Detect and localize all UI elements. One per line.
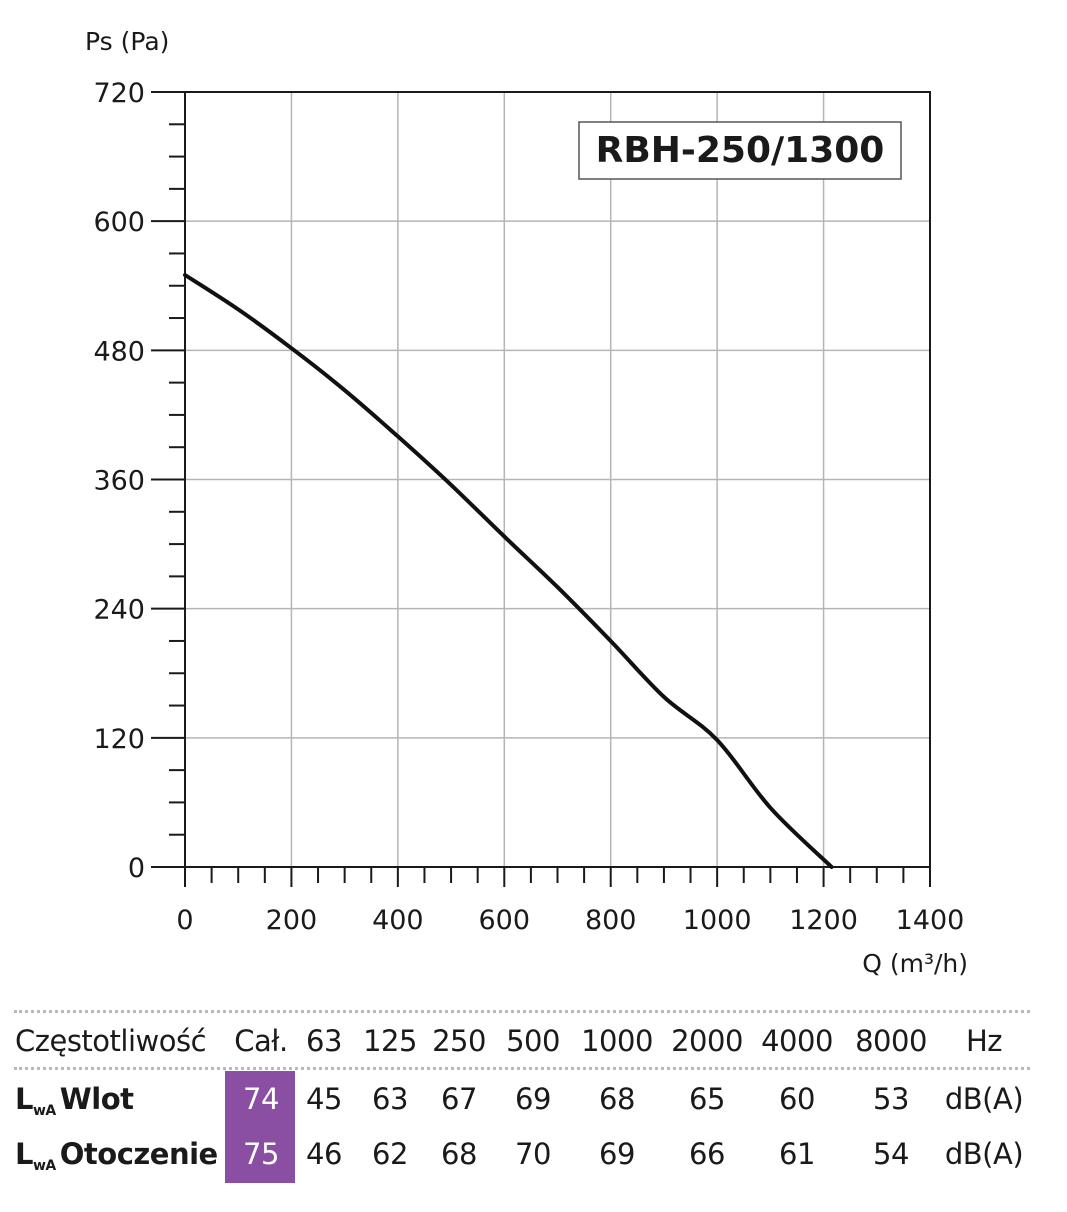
x-tick-label: 1000 — [683, 905, 752, 936]
row-value: 63 — [372, 1082, 408, 1116]
y-tick-label: 480 — [93, 336, 145, 367]
x-tick-label: 1400 — [896, 905, 965, 936]
row-value: 69 — [515, 1082, 551, 1116]
row-unit: dB(A) — [944, 1137, 1024, 1171]
table-row-inlet: LwA Wlot 74 45 63 67 69 68 65 60 53 dB(A) — [0, 1072, 1067, 1126]
y-axis-title: Ps (Pa) — [85, 27, 169, 56]
row-value: 45 — [306, 1082, 342, 1116]
row-value: 60 — [779, 1082, 815, 1116]
row-value: 46 — [306, 1137, 342, 1171]
total-highlight — [225, 1071, 295, 1183]
header-band: 2000 — [671, 1024, 743, 1058]
row-unit: dB(A) — [944, 1082, 1024, 1116]
header-band: 125 — [363, 1024, 417, 1058]
y-tick-label: 240 — [93, 595, 145, 626]
x-tick-label: 0 — [176, 905, 193, 936]
header-band: 4000 — [761, 1024, 833, 1058]
row-value: 61 — [779, 1137, 815, 1171]
table-header-row: Częstotliwość Cał. 63 125 250 500 1000 2… — [0, 1014, 1067, 1068]
plot-frame — [184, 91, 931, 868]
chart-grid — [184, 91, 931, 868]
row-label: LwA Wlot — [15, 1072, 134, 1126]
row-value: 65 — [689, 1082, 725, 1116]
header-band: 1000 — [581, 1024, 653, 1058]
minor-ticks — [151, 91, 931, 887]
y-tick-label: 120 — [93, 724, 145, 755]
table-divider-top — [14, 1010, 1030, 1013]
row-value: 70 — [515, 1137, 551, 1171]
row-name: Wlot — [59, 1082, 134, 1116]
row-value: 54 — [873, 1137, 909, 1171]
model-label-box — [578, 121, 902, 180]
x-tick-label: 600 — [479, 905, 531, 936]
y-tick-label: 600 — [93, 207, 145, 238]
header-band: 250 — [432, 1024, 486, 1058]
row-subscript: wA — [32, 1158, 56, 1174]
header-total: Cał. — [234, 1024, 288, 1058]
header-band: 8000 — [855, 1024, 927, 1058]
x-tick-label: 1200 — [789, 905, 858, 936]
header-band: 500 — [506, 1024, 560, 1058]
row-symbol: L — [15, 1082, 33, 1116]
x-axis-title: Q (m³/h) — [862, 949, 968, 978]
row-value: 68 — [441, 1137, 477, 1171]
header-band: 63 — [306, 1024, 342, 1058]
row-label: LwA Otoczenie — [15, 1127, 218, 1181]
noise-table: Częstotliwość Cał. 63 125 250 500 1000 2… — [0, 1005, 1067, 1205]
row-symbol: L — [15, 1137, 33, 1171]
y-tick-label: 720 — [93, 78, 145, 109]
x-tick-labels: 0 200 400 600 800 1000 1200 1400 — [176, 905, 964, 936]
row-value: 62 — [372, 1137, 408, 1171]
row-value: 69 — [599, 1137, 635, 1171]
row-value: 53 — [873, 1082, 909, 1116]
y-tick-label: 360 — [93, 466, 145, 497]
y-tick-labels: 0 120 240 360 480 600 720 — [93, 78, 145, 884]
row-value: 66 — [689, 1137, 725, 1171]
chart-title: RBH-250/1300 — [596, 130, 885, 171]
row-total: 75 — [243, 1137, 279, 1171]
fan-curve-chart: 0 200 400 600 800 1000 1200 1400 0 120 240 360 480 6… — [85, 27, 968, 978]
row-value: 68 — [599, 1082, 635, 1116]
x-tick-label: 800 — [585, 905, 637, 936]
series-line-pressure-curve — [183, 273, 834, 869]
table-row-surroundings: LwA Otoczenie 75 46 62 68 70 69 66 61 54 … — [0, 1127, 1067, 1181]
row-subscript: wA — [32, 1103, 56, 1119]
frequency-label: Częstotliwość — [15, 1024, 207, 1058]
x-tick-label: 400 — [372, 905, 424, 936]
row-name: Otoczenie — [59, 1137, 218, 1171]
x-tick-label: 200 — [266, 905, 318, 936]
row-value: 67 — [441, 1082, 477, 1116]
row-total: 74 — [243, 1082, 279, 1116]
y-tick-label: 0 — [128, 853, 145, 884]
header-unit: Hz — [965, 1024, 1003, 1058]
table-divider-middle — [14, 1067, 1030, 1070]
